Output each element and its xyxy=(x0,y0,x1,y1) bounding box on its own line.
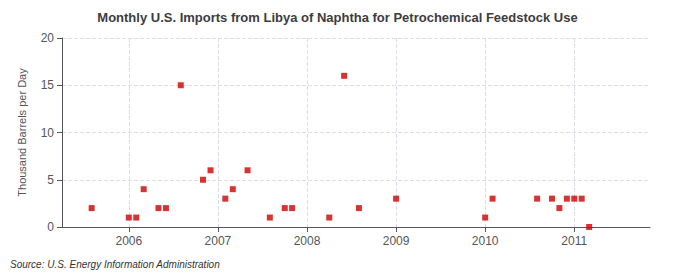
svg-text:2009: 2009 xyxy=(383,234,410,248)
svg-text:0: 0 xyxy=(47,220,54,234)
svg-text:5: 5 xyxy=(47,173,54,187)
svg-text:Monthly U.S. Imports from Liby: Monthly U.S. Imports from Libya of Napht… xyxy=(97,10,577,25)
svg-text:2011: 2011 xyxy=(561,234,587,248)
svg-text:Thousand Barrels per Day: Thousand Barrels per Day xyxy=(16,68,28,197)
svg-text:15: 15 xyxy=(41,78,55,92)
svg-text:20: 20 xyxy=(41,31,55,45)
svg-text:2008: 2008 xyxy=(294,234,321,248)
svg-text:2007: 2007 xyxy=(205,234,232,248)
svg-text:2006: 2006 xyxy=(115,234,142,248)
svg-text:10: 10 xyxy=(41,126,55,140)
svg-text:2010: 2010 xyxy=(472,234,499,248)
svg-text:Source: U.S. Energy Informatio: Source: U.S. Energy Information Administ… xyxy=(10,259,220,270)
